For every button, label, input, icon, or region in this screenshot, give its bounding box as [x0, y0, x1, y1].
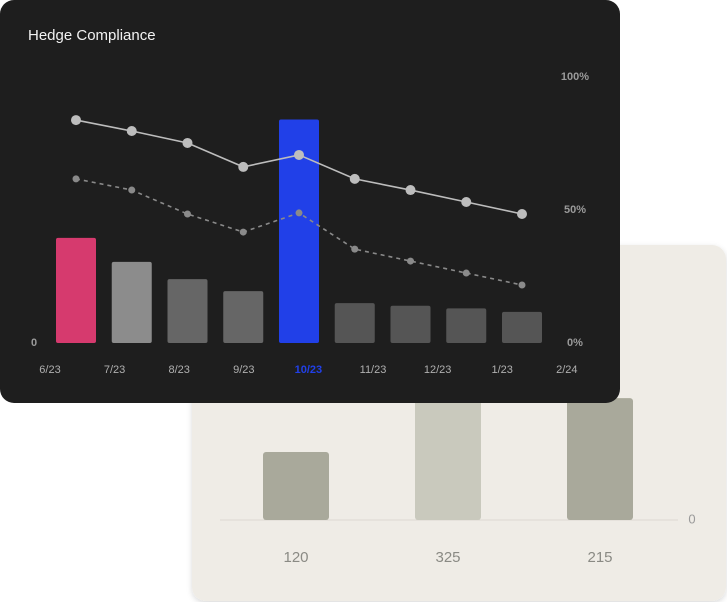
x-tick-label: 11/23 [360, 364, 387, 376]
point [182, 137, 193, 148]
point [351, 245, 359, 253]
bar [279, 119, 319, 343]
value-label: 325 [435, 549, 460, 566]
x-tick-label: 1/23 [491, 364, 512, 376]
point [71, 115, 81, 126]
front-card: Hedge Compliance 0 0% 50% 100% 6/23 7/23 8/23 9… [0, 0, 620, 403]
value-label: 215 [587, 549, 612, 566]
bar [111, 261, 152, 343]
chart-title: Hedge Compliance [28, 27, 156, 44]
bar [390, 305, 431, 343]
bar [56, 237, 96, 343]
point [462, 269, 470, 277]
point [239, 228, 247, 236]
point [126, 125, 137, 136]
point [517, 208, 527, 219]
point [238, 161, 249, 172]
bar [223, 291, 264, 343]
point [405, 185, 416, 196]
point [295, 209, 303, 217]
y2-tick-label: 100% [561, 71, 589, 83]
point [349, 173, 360, 184]
x-tick-label: 7/23 [104, 364, 125, 376]
bar [167, 279, 208, 343]
value-label: 120 [283, 549, 308, 566]
bar [334, 303, 375, 343]
x-tick-label: 12/23 [424, 364, 452, 376]
bar [263, 452, 329, 520]
x-tick-label: 10/23 [295, 364, 323, 376]
x-tick-label: 2/24 [556, 364, 577, 376]
y2-tick-label: 50% [564, 204, 586, 216]
point [128, 186, 136, 194]
bar [567, 398, 633, 520]
point [461, 197, 472, 208]
x-tick-label: 8/23 [168, 364, 189, 376]
point [72, 175, 80, 183]
point [407, 257, 414, 265]
x-tick-label: 9/23 [233, 364, 254, 376]
point [184, 210, 191, 218]
point [518, 281, 526, 289]
y2-tick-label: 0% [567, 337, 583, 349]
point [294, 149, 304, 160]
y-tick-label: 0 [31, 337, 37, 349]
y-tick-label: 0 [688, 511, 695, 526]
bar [446, 308, 487, 343]
bar [502, 311, 542, 343]
x-tick-label: 6/23 [39, 364, 60, 376]
